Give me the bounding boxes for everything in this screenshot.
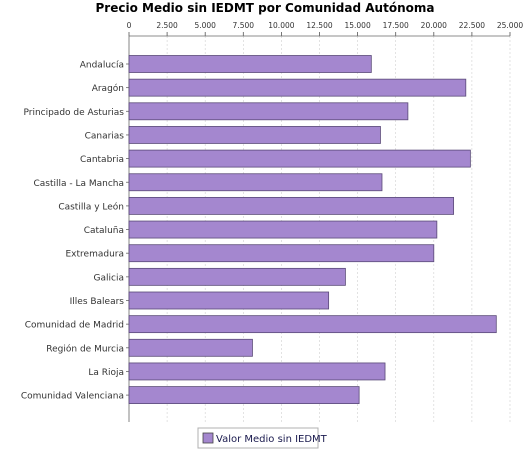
legend: Valor Medio sin IEDMT (197, 427, 328, 449)
bar (128, 173, 383, 192)
bar (128, 149, 471, 168)
x-tick-label: 15.000 (344, 21, 370, 30)
x-tick-label: 20.000 (421, 21, 447, 30)
category-label: Galicia (94, 273, 124, 283)
bar (128, 315, 497, 334)
category-label: Comunidad de Madrid (25, 321, 124, 331)
bar (128, 126, 381, 144)
bar (128, 55, 372, 73)
legend-box (197, 427, 319, 449)
category-label: Región de Murcia (46, 343, 124, 354)
x-tick-label: 17.500 (383, 21, 409, 30)
category-label: La Rioja (88, 368, 124, 378)
category-label: Andalucía (80, 61, 124, 71)
bar (128, 196, 455, 215)
category-label: Cantabria (80, 155, 124, 165)
category-label: Cataluña (84, 226, 124, 236)
category-label: Aragón (92, 83, 124, 94)
bar (128, 291, 330, 310)
bar (128, 338, 253, 357)
bar (128, 267, 346, 286)
bar (128, 362, 386, 381)
legend-swatch (202, 432, 214, 444)
x-tick-label: 12.500 (306, 21, 332, 30)
chart-title: Precio Medio sin IEDMT por Comunidad Aut… (96, 1, 435, 15)
x-tick-label: 25.000 (497, 21, 523, 30)
category-label: Principado de Asturias (23, 108, 124, 118)
legend-label: Valor Medio sin IEDMT (216, 434, 328, 445)
x-tick-label: 2.500 (156, 21, 178, 30)
category-label: Canarias (85, 131, 125, 141)
bars (128, 55, 497, 405)
bar (128, 102, 409, 121)
bar (128, 386, 360, 405)
category-label: Comunidad Valenciana (21, 392, 124, 402)
category-label: Extremadura (66, 250, 125, 260)
x-tick-label: 0 (127, 21, 132, 30)
category-labels: Andalucía Aragón Principado de Asturias Can… (21, 61, 124, 402)
x-tick-label: 5.000 (194, 21, 216, 30)
bar (128, 220, 438, 239)
category-label: Illes Balears (70, 297, 125, 307)
category-label: Castilla y León (58, 201, 124, 212)
x-tick-label: 7.500 (233, 21, 255, 30)
category-label: Castilla - La Mancha (33, 179, 124, 189)
x-tick-label: 10.000 (268, 21, 294, 30)
bar (128, 78, 467, 97)
bar (128, 244, 435, 263)
x-tick-label: 22.500 (459, 21, 485, 30)
